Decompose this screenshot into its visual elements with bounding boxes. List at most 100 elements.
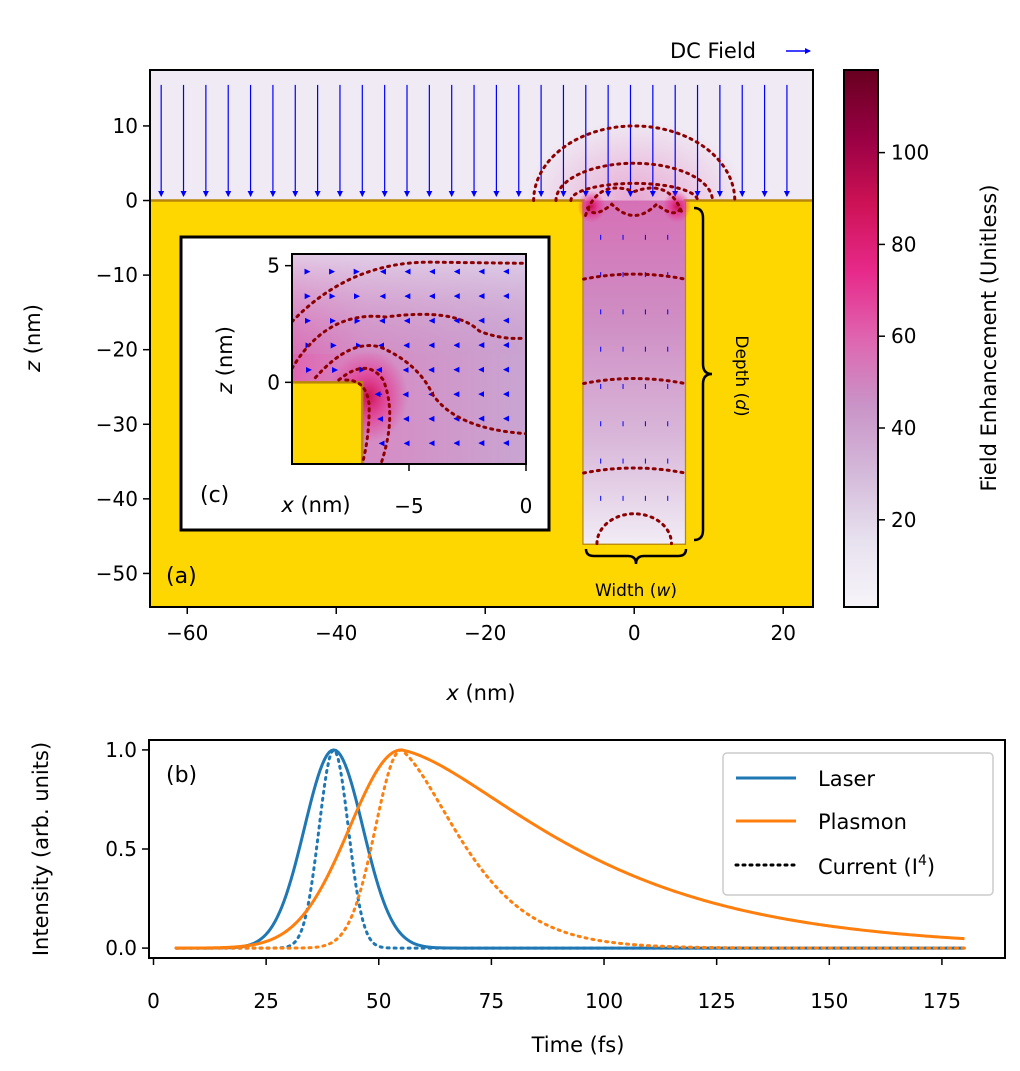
y-tick-label: 0.5 <box>105 837 137 861</box>
x-tick-label: 125 <box>698 989 736 1013</box>
contour-line <box>582 272 687 281</box>
colorbar-label: Field Enhancement (Unitless) <box>977 184 1001 491</box>
x-tick-label: 50 <box>366 989 391 1013</box>
width-annotation-text: Width ( <box>595 581 656 601</box>
legend-current-close: ) <box>927 855 935 879</box>
colorbar-gradient <box>843 69 879 608</box>
x-tick-label: 0 <box>147 989 160 1013</box>
y-tick-label: −30 <box>96 412 138 436</box>
inset-contour <box>313 344 526 436</box>
x-tick-label: −20 <box>464 621 506 645</box>
dc-field-label: DC Field <box>670 39 756 63</box>
width-brace <box>584 548 688 565</box>
panel-a-vector-field <box>158 84 790 198</box>
depth-annotation-close: ) <box>731 410 751 417</box>
inset-xlabel-unit: (nm) <box>294 493 351 517</box>
panel-a-ylabel-var: z <box>21 360 45 373</box>
panel-b-legend: Laser Plasmon Current (I4) <box>722 752 994 896</box>
inset-x-tick-label: 0 <box>520 494 533 518</box>
groove-corner-hotspot-left <box>577 190 606 223</box>
contour-line <box>582 377 687 386</box>
depth-annotation: Depth (d) <box>731 335 751 416</box>
panel-b-ticks: 0 25 50 75 100 125 150 175 0.0 0.5 1.0 <box>105 738 961 1013</box>
panel-c-inset: −5 0 5 0 (c) x (nm) z (nm) <box>179 235 551 532</box>
colorbar-tick-label: 80 <box>891 232 916 256</box>
inset-field-top-fade <box>292 254 526 354</box>
inset-ticks: −5 0 5 0 <box>267 254 532 518</box>
series-plasmon-line <box>176 748 965 950</box>
inset-vector-field <box>304 268 510 447</box>
contour-line <box>554 161 714 203</box>
width-annotation-var: w <box>656 581 670 601</box>
contour-line <box>595 512 673 546</box>
panel-c-label: (c) <box>200 483 229 508</box>
inset-y-tick-label: 5 <box>267 254 280 278</box>
legend-current-text: Current (I <box>818 855 918 879</box>
legend-plasmon-label: Plasmon <box>818 810 907 834</box>
legend-current-label: Current (I4) <box>818 853 935 879</box>
contour-line <box>586 202 683 217</box>
panel-a-xlabel-var: x <box>445 681 459 705</box>
panel-a-xlabel: x (nm) <box>445 681 515 705</box>
colorbar-tick-label: 20 <box>891 508 916 532</box>
inset-contour <box>337 366 392 464</box>
colorbar: 20 40 60 80 100 Field Enhancement (Unitless) <box>843 69 1001 608</box>
x-tick-label: 175 <box>923 989 961 1013</box>
panel-b: 0 25 50 75 100 125 150 175 0.0 0.5 1.0 (b) Time (f… <box>29 738 1006 1057</box>
inset-ylabel-unit: (nm) <box>213 326 237 383</box>
colorbar-tick-label: 100 <box>891 141 929 165</box>
width-annotation-close: ) <box>670 581 677 601</box>
panel-a-contours <box>532 124 737 546</box>
y-tick-label: −10 <box>96 263 138 287</box>
y-tick-label: −20 <box>96 338 138 362</box>
y-tick-label: 0 <box>125 189 138 213</box>
panel-a-xlabel-unit: (nm) <box>459 681 516 705</box>
inset-ylabel: z (nm) <box>213 326 237 395</box>
legend-laser-label: Laser <box>818 767 875 791</box>
y-tick-label: −40 <box>96 487 138 511</box>
panel-a-frame <box>149 69 814 608</box>
inset-x-tick-label: −5 <box>394 494 423 518</box>
series-plasmon-current-line <box>174 748 966 950</box>
panel-b-xlabel: Time (fs) <box>531 1033 625 1057</box>
x-tick-label: 100 <box>585 989 623 1013</box>
depth-annotation-text: Depth ( <box>731 335 751 399</box>
series-laser-line <box>176 748 965 950</box>
x-tick-label: 75 <box>479 989 504 1013</box>
depth-annotation-var: d <box>731 399 751 410</box>
x-tick-label: 0 <box>628 621 641 645</box>
inset-ylabel-var: z <box>213 382 237 395</box>
x-tick-label: 25 <box>253 989 278 1013</box>
panel-a-label: (a) <box>166 564 197 589</box>
contour-line <box>569 181 700 203</box>
x-tick-label: −40 <box>315 621 357 645</box>
colorbar-tick-label: 40 <box>891 416 916 440</box>
colorbar-tick-label: 60 <box>891 324 916 348</box>
panel-a-ylabel: z (nm) <box>21 304 45 373</box>
contour-line <box>532 124 737 203</box>
depth-brace <box>693 206 713 542</box>
legend-box <box>722 752 994 896</box>
panel-b-series <box>174 747 966 950</box>
inset-y-tick-label: 0 <box>267 370 280 394</box>
panel-b-ylabel: Intensity (arb. units) <box>29 742 53 956</box>
x-tick-label: 20 <box>770 621 795 645</box>
inset-gold-block <box>292 381 364 464</box>
y-tick-label: 0.0 <box>105 936 137 960</box>
x-tick-label: 150 <box>810 989 848 1013</box>
groove-corner-hotspot-right <box>662 190 691 223</box>
panel-a-ylabel-unit: (nm) <box>21 304 45 361</box>
inset-xlabel-var: x <box>280 493 294 517</box>
contour-line <box>584 186 685 217</box>
inset-xlabel: x (nm) <box>280 493 350 517</box>
panel-b-label: (b) <box>166 763 197 788</box>
x-tick-label: −60 <box>166 621 208 645</box>
y-tick-label: 1.0 <box>105 738 137 762</box>
inset-contours <box>292 260 526 464</box>
groove-interior <box>583 200 685 544</box>
legend-current-sup: 4 <box>918 853 927 869</box>
colorbar-ticks: 20 40 60 80 100 <box>878 141 929 532</box>
contour-line <box>582 466 687 475</box>
